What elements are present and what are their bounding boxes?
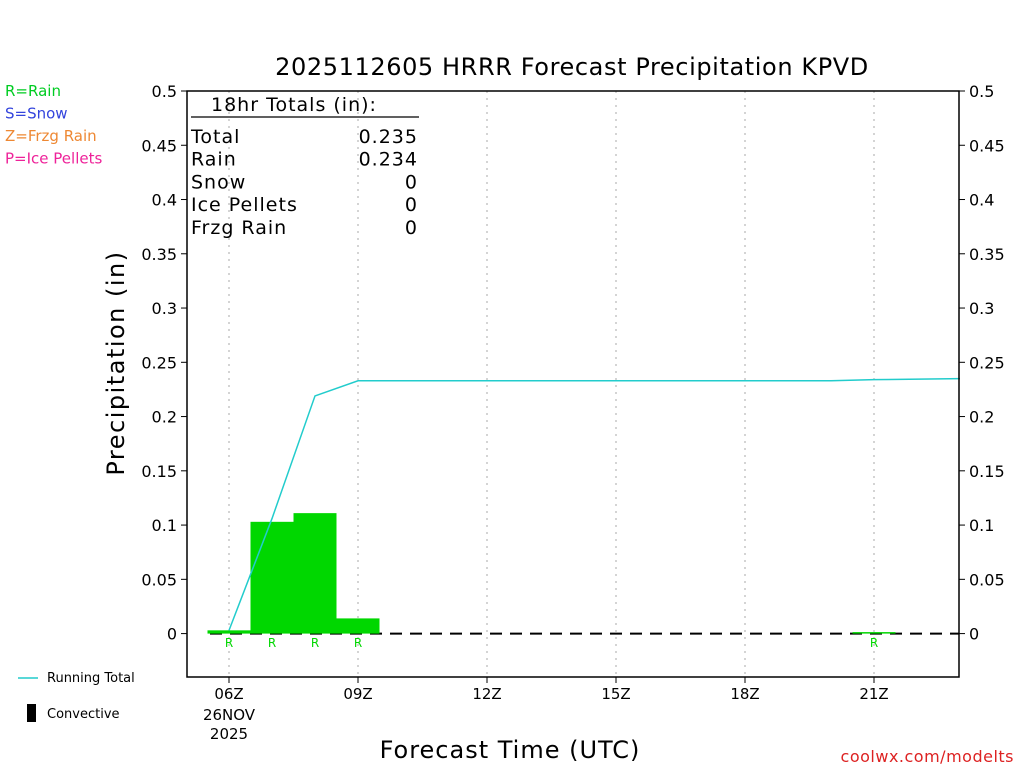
running-total-line	[228, 377, 961, 631]
x-tick-label-2: 12Z	[472, 685, 501, 703]
x-year-label: 2025	[210, 725, 248, 743]
totals-label-4: Frzg Rain	[191, 217, 287, 239]
type-legend-1: S=Snow	[5, 105, 68, 123]
y-tick-label-left-1: 0.45	[141, 136, 177, 155]
precip-type-label-3: R	[354, 636, 362, 650]
y-axis-label: Precipitation (in)	[102, 250, 130, 475]
type-legend-3: P=Ice Pellets	[5, 150, 102, 168]
totals-value-3: 0	[405, 194, 418, 216]
y-tick-label-left-2: 0.4	[152, 191, 177, 210]
chart-title: 2025112605 HRRR Forecast Precipitation K…	[275, 53, 869, 81]
y-tick-label-right-10: 0	[969, 625, 979, 644]
totals-value-0: 0.235	[359, 126, 418, 148]
rain-bar-4	[852, 632, 896, 634]
precip-type-label-1: R	[268, 636, 276, 650]
y-tick-label-left-8: 0.1	[152, 516, 177, 535]
y-tick-label-right-2: 0.4	[969, 191, 994, 210]
totals-label-3: Ice Pellets	[191, 194, 298, 216]
y-tick-label-right-5: 0.25	[969, 353, 1005, 372]
y-tick-label-left-3: 0.35	[141, 245, 177, 264]
x-tick-label-1: 09Z	[343, 685, 372, 703]
rain-bar-0	[207, 630, 251, 634]
legend-label-1: Convective	[47, 707, 120, 722]
totals-value-4: 0	[405, 217, 418, 239]
y-tick-label-right-4: 0.3	[969, 299, 994, 318]
x-tick-label-5: 21Z	[859, 685, 888, 703]
type-legend-0: R=Rain	[5, 82, 61, 100]
y-tick-label-right-8: 0.1	[969, 516, 994, 535]
y-tick-label-right-1: 0.45	[969, 136, 1005, 155]
precip-type-label-2: R	[311, 636, 319, 650]
rain-bar-3	[336, 618, 380, 634]
y-tick-label-left-9: 0.05	[141, 570, 177, 589]
totals-label-2: Snow	[191, 171, 246, 193]
source-footer: coolwx.com/modelts	[841, 747, 1014, 766]
y-tick-label-right-6: 0.2	[969, 408, 994, 427]
y-tick-label-left-4: 0.3	[152, 299, 177, 318]
totals-value-2: 0	[405, 171, 418, 193]
x-date-label: 26NOV	[203, 706, 256, 724]
y-tick-label-left-5: 0.25	[141, 353, 177, 372]
y-tick-label-left-7: 0.15	[141, 462, 177, 481]
totals-value-1: 0.234	[359, 149, 418, 171]
x-tick-label-3: 15Z	[601, 685, 630, 703]
totals-header: 18hr Totals (in):	[211, 94, 377, 116]
y-tick-label-left-6: 0.2	[152, 408, 177, 427]
x-tick-label-4: 18Z	[730, 685, 759, 703]
y-tick-label-left-0: 0.5	[152, 82, 177, 101]
x-axis-label: Forecast Time (UTC)	[380, 736, 641, 764]
precip-type-label-4: R	[870, 636, 878, 650]
legend-swatch-1	[27, 704, 36, 722]
totals-label-1: Rain	[191, 149, 237, 171]
y-tick-label-right-9: 0.05	[969, 570, 1005, 589]
type-legend-2: Z=Frzg Rain	[5, 127, 97, 145]
rain-bar-1	[250, 521, 294, 634]
totals-label-0: Total	[190, 126, 240, 148]
y-tick-label-right-7: 0.15	[969, 462, 1005, 481]
y-tick-label-right-0: 0.5	[969, 82, 994, 101]
legend-label-0: Running Total	[47, 671, 135, 686]
plot-frame	[186, 90, 960, 678]
y-tick-label-right-3: 0.35	[969, 245, 1005, 264]
x-tick-label-0: 06Z	[214, 685, 243, 703]
rain-bar-2	[293, 513, 337, 634]
precip-type-label-0: R	[225, 636, 233, 650]
y-tick-label-left-10: 0	[167, 625, 177, 644]
